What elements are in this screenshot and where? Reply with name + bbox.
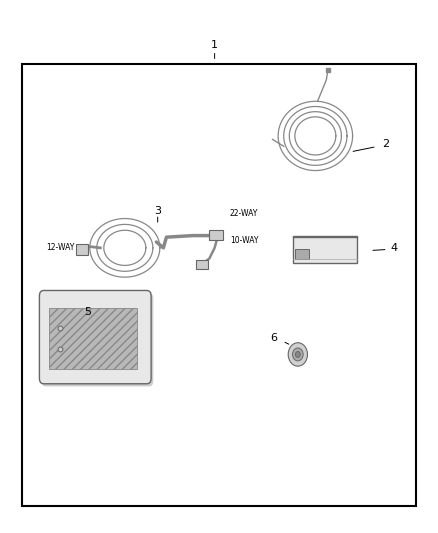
Text: 12-WAY: 12-WAY <box>46 244 74 252</box>
Text: 1: 1 <box>211 41 218 50</box>
Text: 2: 2 <box>382 139 389 149</box>
Circle shape <box>293 348 303 361</box>
Circle shape <box>288 343 307 366</box>
Text: 4: 4 <box>391 243 398 253</box>
Bar <box>22 64 416 506</box>
FancyBboxPatch shape <box>76 244 88 255</box>
FancyBboxPatch shape <box>295 249 309 259</box>
Circle shape <box>296 352 300 357</box>
FancyBboxPatch shape <box>209 230 223 240</box>
Text: 5: 5 <box>84 307 91 317</box>
FancyBboxPatch shape <box>196 260 208 269</box>
FancyBboxPatch shape <box>42 293 153 386</box>
Text: 10-WAY: 10-WAY <box>230 237 258 245</box>
FancyBboxPatch shape <box>293 236 357 263</box>
Text: 6: 6 <box>270 334 277 343</box>
Text: 3: 3 <box>154 206 161 215</box>
FancyBboxPatch shape <box>39 290 151 384</box>
Text: 22-WAY: 22-WAY <box>230 209 258 217</box>
FancyBboxPatch shape <box>49 308 137 369</box>
